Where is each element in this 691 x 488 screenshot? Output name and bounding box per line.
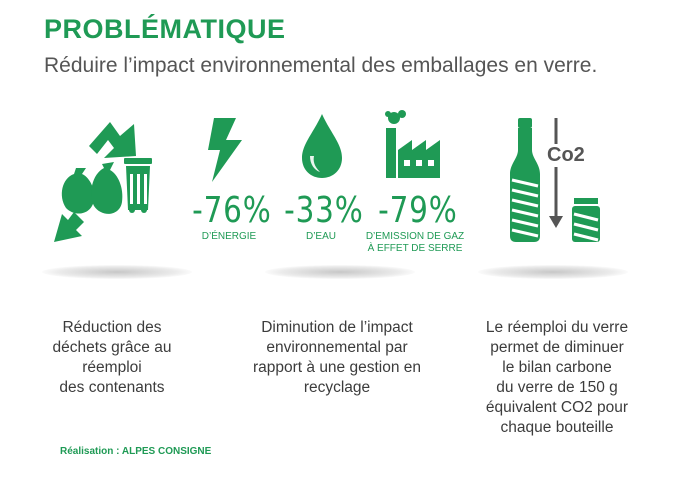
bottle-co2-icon xyxy=(510,118,600,242)
shadow-center xyxy=(265,265,415,279)
stat-water-value: -33% xyxy=(284,190,364,231)
recycle-waste-icon xyxy=(54,122,152,242)
stat-gas-caption-line1: D’EMISSION DE GAZ xyxy=(365,231,465,242)
stat-gas-value: -79% xyxy=(378,190,458,231)
stat-water-caption: D’EAU xyxy=(305,231,336,242)
description-impact: Diminution de l’impact environnemental p… xyxy=(252,319,422,396)
co2-label: Co2 xyxy=(545,144,587,167)
stat-gas-caption-line2: À EFFET DE SERRE xyxy=(367,243,463,254)
stat-energy-caption: D’ÉNERGIE xyxy=(201,231,257,242)
page-title: PROBLÉMATIQUE xyxy=(44,14,286,44)
lightning-icon xyxy=(208,118,242,182)
credit-text: Réalisation : ALPES CONSIGNE xyxy=(60,446,212,457)
page-subtitle: Réduire l’impact environnemental des emb… xyxy=(44,54,598,77)
shadow-left xyxy=(42,265,192,279)
description-waste: Réduction des déchets grâce au réemploi … xyxy=(52,319,172,396)
stat-energy-value: -76% xyxy=(192,190,272,231)
factory-icon xyxy=(385,110,440,178)
water-drop-icon xyxy=(302,114,342,178)
description-carbon: Le réemploi du verre permet de diminuer … xyxy=(485,319,629,436)
shadow-right xyxy=(478,265,628,279)
